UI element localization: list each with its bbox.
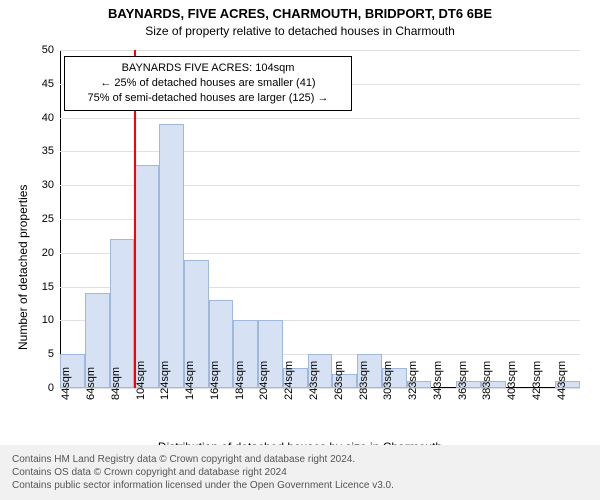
x-tick-label: 164sqm xyxy=(209,361,221,400)
x-tick-label: 64sqm xyxy=(85,367,97,400)
x-tick-label: 44sqm xyxy=(60,367,72,400)
x-tick-label: 283sqm xyxy=(358,361,370,400)
x-tick-label: 403sqm xyxy=(506,361,518,400)
x-tick-label: 204sqm xyxy=(258,361,270,400)
x-tick-label: 124sqm xyxy=(159,361,171,400)
x-tick-label: 443sqm xyxy=(556,361,568,400)
footer: Contains HM Land Registry data © Crown c… xyxy=(0,445,600,500)
y-tick-label: 0 xyxy=(48,382,60,394)
y-axis-label: Number of detached properties xyxy=(16,185,30,350)
histogram-bar xyxy=(159,124,184,388)
histogram-bar xyxy=(110,239,135,388)
y-tick-label: 25 xyxy=(42,213,60,225)
annotation-line: 75% of semi-detached houses are larger (… xyxy=(73,91,343,106)
y-tick-label: 5 xyxy=(48,348,60,360)
y-tick-label: 10 xyxy=(42,314,60,326)
x-tick-label: 303sqm xyxy=(382,361,394,400)
x-tick-label: 243sqm xyxy=(308,361,320,400)
footer-line: Contains OS data © Crown copyright and d… xyxy=(12,466,588,479)
x-tick-label: 184sqm xyxy=(234,361,246,400)
x-tick-label: 224sqm xyxy=(283,361,295,400)
y-tick-label: 40 xyxy=(42,112,60,124)
footer-line: Contains public sector information licen… xyxy=(12,479,588,492)
histogram-bar xyxy=(134,165,159,388)
x-tick-label: 144sqm xyxy=(184,361,196,400)
y-tick-label: 30 xyxy=(42,179,60,191)
gridline xyxy=(60,151,580,152)
y-tick-label: 20 xyxy=(42,247,60,259)
annotation-line: BAYNARDS FIVE ACRES: 104sqm xyxy=(73,61,343,76)
y-tick-label: 15 xyxy=(42,281,60,293)
x-tick-label: 323sqm xyxy=(407,361,419,400)
x-tick-label: 383sqm xyxy=(481,361,493,400)
y-tick-label: 50 xyxy=(42,44,60,56)
y-tick-label: 45 xyxy=(42,78,60,90)
footer-line: Contains HM Land Registry data © Crown c… xyxy=(12,453,588,466)
chart-subtitle: Size of property relative to detached ho… xyxy=(0,24,600,38)
annotation-box: BAYNARDS FIVE ACRES: 104sqm ← 25% of det… xyxy=(64,56,352,111)
x-tick-label: 423sqm xyxy=(531,361,543,400)
x-tick-label: 363sqm xyxy=(457,361,469,400)
x-tick-label: 84sqm xyxy=(110,367,122,400)
gridline xyxy=(60,50,580,51)
gridline xyxy=(60,118,580,119)
annotation-line: ← 25% of detached houses are smaller (41… xyxy=(73,76,343,91)
chart-title: BAYNARDS, FIVE ACRES, CHARMOUTH, BRIDPOR… xyxy=(0,6,600,21)
x-tick-label: 263sqm xyxy=(333,361,345,400)
x-tick-label: 104sqm xyxy=(135,361,147,400)
y-tick-label: 35 xyxy=(42,145,60,157)
x-tick-label: 343sqm xyxy=(432,361,444,400)
